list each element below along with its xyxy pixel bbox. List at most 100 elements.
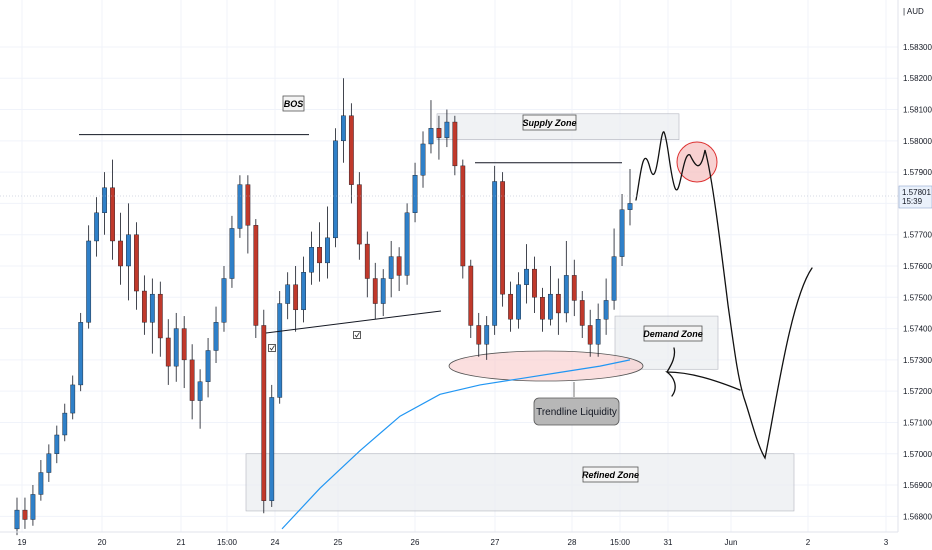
- time-tick-label: 15:00: [610, 538, 631, 547]
- price-tick-label: 1.57500: [903, 293, 932, 302]
- drawings: [79, 131, 813, 460]
- candle-body: [30, 494, 36, 520]
- candle-body: [412, 175, 418, 213]
- candle-body: [460, 165, 466, 267]
- candle-body: [484, 325, 490, 345]
- time-tick-label: 20: [98, 538, 107, 547]
- candle-body: [420, 143, 426, 176]
- time-tick-label: 27: [491, 538, 500, 547]
- candle-body: [78, 322, 84, 386]
- candle-body: [396, 256, 402, 276]
- candle-body: [86, 240, 92, 323]
- time-tick-label: 15:00: [217, 538, 238, 547]
- last-price-value: 1.57801: [902, 188, 931, 197]
- candle-body: [372, 278, 378, 304]
- price-tick-label: 1.57600: [903, 262, 932, 271]
- price-tick-label: 1.57000: [903, 450, 932, 459]
- candle-body: [134, 234, 139, 292]
- projection-path: [635, 131, 813, 460]
- candle-body: [388, 256, 394, 279]
- candle-body: [476, 325, 482, 345]
- price-tick-label: 1.58100: [903, 106, 932, 115]
- bos-label-box: [282, 95, 305, 112]
- time-tick-label: 25: [334, 538, 343, 547]
- candle-body: [189, 359, 195, 401]
- time-tick-label: 19: [18, 538, 27, 547]
- candle-body: [149, 293, 155, 323]
- trendline-liquidity-label-box: [533, 397, 620, 426]
- candle-body: [118, 240, 123, 267]
- candle-body: [181, 328, 187, 361]
- candle-body: [333, 140, 338, 239]
- candle-body: [500, 181, 506, 295]
- candle-body: [54, 434, 60, 454]
- candle-body: [165, 337, 171, 367]
- projection-arrow: [665, 347, 741, 397]
- refined-zone-label-box: [582, 466, 639, 483]
- candle-body: [404, 212, 410, 276]
- candle-body: [627, 203, 633, 210]
- price-tick-label: 1.57200: [903, 387, 932, 396]
- price-tick-label: 1.57100: [903, 418, 932, 427]
- candle-body: [173, 328, 179, 367]
- price-tick-label: 1.58200: [903, 74, 932, 83]
- time-tick-label: 28: [568, 538, 577, 547]
- candles: [14, 78, 633, 536]
- candle-body: [341, 115, 346, 142]
- time-tick-label: 24: [271, 538, 280, 547]
- candle-body: [508, 293, 513, 320]
- candle-body: [309, 247, 314, 273]
- price-tick-label: 1.57900: [903, 168, 932, 177]
- candle-body: [62, 412, 68, 436]
- candle-body: [595, 319, 601, 345]
- price-tick-label: 1.56800: [903, 512, 932, 521]
- time-tick-label: 2: [806, 538, 811, 547]
- demand-zone: [614, 315, 719, 370]
- refined-zone: [245, 453, 795, 512]
- refined-zone-label: Refined Zone: [582, 470, 639, 480]
- candle-body: [603, 300, 609, 320]
- candle-body: [436, 128, 442, 138]
- zones: [245, 113, 795, 512]
- candle-body: [213, 322, 219, 351]
- moving-average-line: [281, 359, 631, 530]
- supply-zone-label: Supply Zone: [523, 118, 577, 128]
- target-circle: [676, 141, 718, 183]
- candle-body: [253, 225, 259, 326]
- trendline-liquidity-label: Trendline Liquidity: [536, 407, 617, 418]
- time-tick-label: 3: [884, 538, 889, 547]
- candle-body: [285, 284, 291, 304]
- checkmark-glyph: [269, 345, 275, 351]
- bos-label: BOS: [284, 99, 304, 109]
- candle-body: [555, 293, 561, 314]
- candle-body: [205, 350, 211, 382]
- candle-body: [364, 243, 370, 279]
- candle-body: [237, 184, 243, 229]
- candle-body: [46, 453, 52, 473]
- price-tick-label: 1.57400: [903, 325, 932, 334]
- candle-body: [380, 278, 386, 304]
- price-tick-label: 1.57700: [903, 231, 932, 240]
- candle-body: [94, 212, 99, 242]
- checkmark-glyph: [354, 332, 360, 338]
- candle-body: [444, 121, 450, 138]
- time-tick-label: Jun: [725, 538, 738, 547]
- trendline-liquidity-ellipse: [448, 350, 644, 382]
- candle-body: [293, 284, 299, 311]
- candle-body: [571, 275, 577, 301]
- price-tick-label: 1.57300: [903, 356, 932, 365]
- candle-body: [221, 278, 227, 323]
- candle-body: [157, 293, 163, 339]
- currency-label: | AUD: [903, 7, 924, 16]
- demand-zone-label-box: [643, 325, 703, 342]
- checkmark-icon: [268, 344, 276, 352]
- price-tick-label: 1.58000: [903, 137, 932, 146]
- candle-body: [245, 184, 251, 226]
- candle-body: [492, 181, 498, 326]
- time-axis[interactable]: 19 20 21 15:00 24 25 26 27 28 15:00 31 Jun 2 3: [0, 531, 898, 547]
- demand-zone-label: Demand Zone: [643, 329, 703, 339]
- candle-body: [126, 234, 131, 267]
- candle-body: [277, 303, 283, 398]
